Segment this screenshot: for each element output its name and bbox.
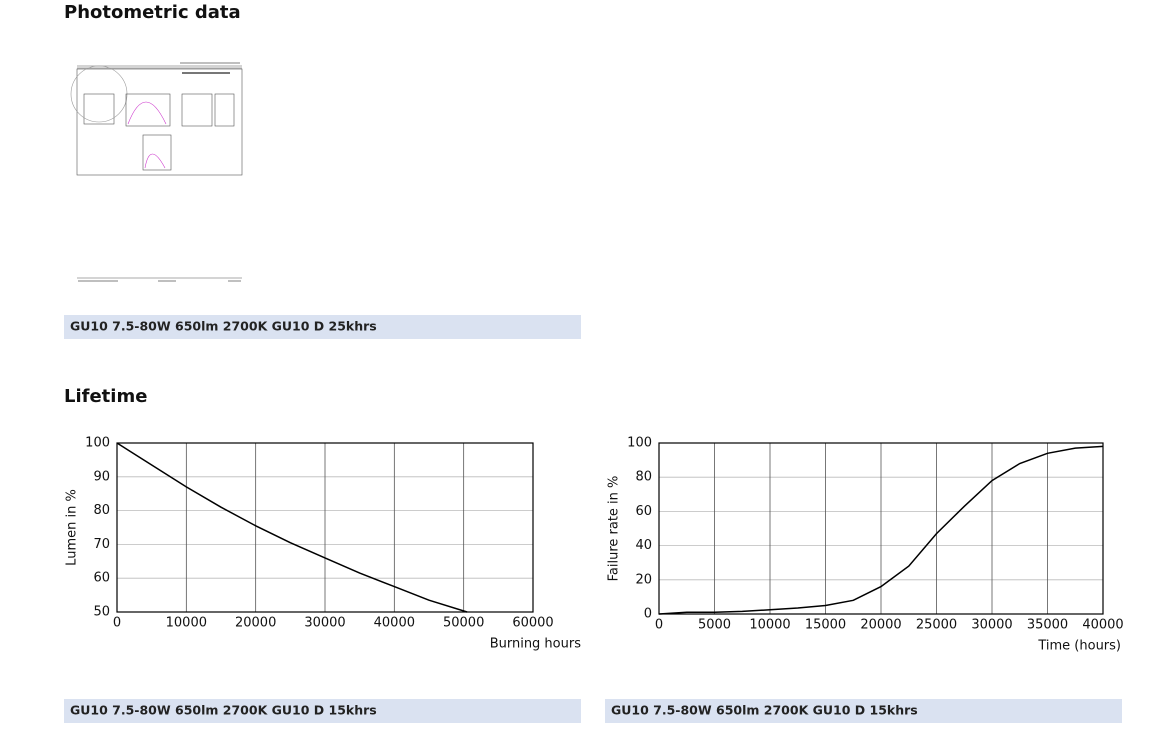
x-axis-label: Burning hours [490, 637, 582, 652]
x-tick-label: 0 [655, 618, 663, 633]
x-tick-label: 35000 [1027, 618, 1068, 633]
caption: GU10 7.5-80W 650lm 2700K GU10 D 15khrs [611, 703, 918, 718]
plot-frame [116, 442, 534, 613]
section-title: Lifetime [64, 386, 147, 407]
y-tick-label: 60 [93, 571, 110, 586]
x-tick-label: 60000 [512, 616, 553, 631]
y-tick-label: 60 [635, 504, 652, 519]
x-tick-label: 5000 [698, 618, 731, 633]
data-line [658, 445, 1104, 615]
y-tick-label: 100 [85, 436, 110, 451]
x-tick-label: 10000 [749, 618, 790, 633]
y-tick-label: 0 [644, 607, 652, 622]
y-tick-label: 70 [93, 537, 110, 552]
x-tick-label: 15000 [805, 618, 846, 633]
y-tick-label: 80 [635, 470, 652, 485]
y-axis-label: Lumen in % [65, 489, 80, 566]
x-tick-label: 40000 [1082, 618, 1123, 633]
x-tick-label: 20000 [860, 618, 901, 633]
caption-band [64, 699, 581, 723]
y-tick-label: 80 [93, 503, 110, 518]
x-tick-label: 40000 [374, 616, 415, 631]
x-tick-label: 0 [113, 616, 121, 631]
y-tick-label: 20 [635, 572, 652, 587]
photometric-thumbnail [70, 62, 243, 282]
caption-band [605, 699, 1122, 723]
y-axis-label: Failure rate in % [607, 476, 622, 582]
caption-band [64, 315, 581, 339]
x-axis-label: Time (hours) [1037, 639, 1121, 654]
y-tick-label: 50 [93, 605, 110, 620]
caption: GU10 7.5-80W 650lm 2700K GU10 D 15khrs [70, 703, 377, 718]
x-tick-label: 20000 [235, 616, 276, 631]
x-tick-label: 10000 [166, 616, 207, 631]
x-tick-label: 25000 [916, 618, 957, 633]
caption: GU10 7.5-80W 650lm 2700K GU10 D 25khrs [70, 319, 377, 334]
x-tick-label: 50000 [443, 616, 484, 631]
y-tick-label: 40 [635, 538, 652, 553]
plot-frame [658, 442, 1104, 615]
x-tick-label: 30000 [304, 616, 345, 631]
section-title: Photometric data [64, 2, 241, 23]
y-tick-label: 90 [93, 469, 110, 484]
data-line [116, 442, 468, 613]
y-tick-label: 100 [627, 436, 652, 451]
x-tick-label: 30000 [971, 618, 1012, 633]
